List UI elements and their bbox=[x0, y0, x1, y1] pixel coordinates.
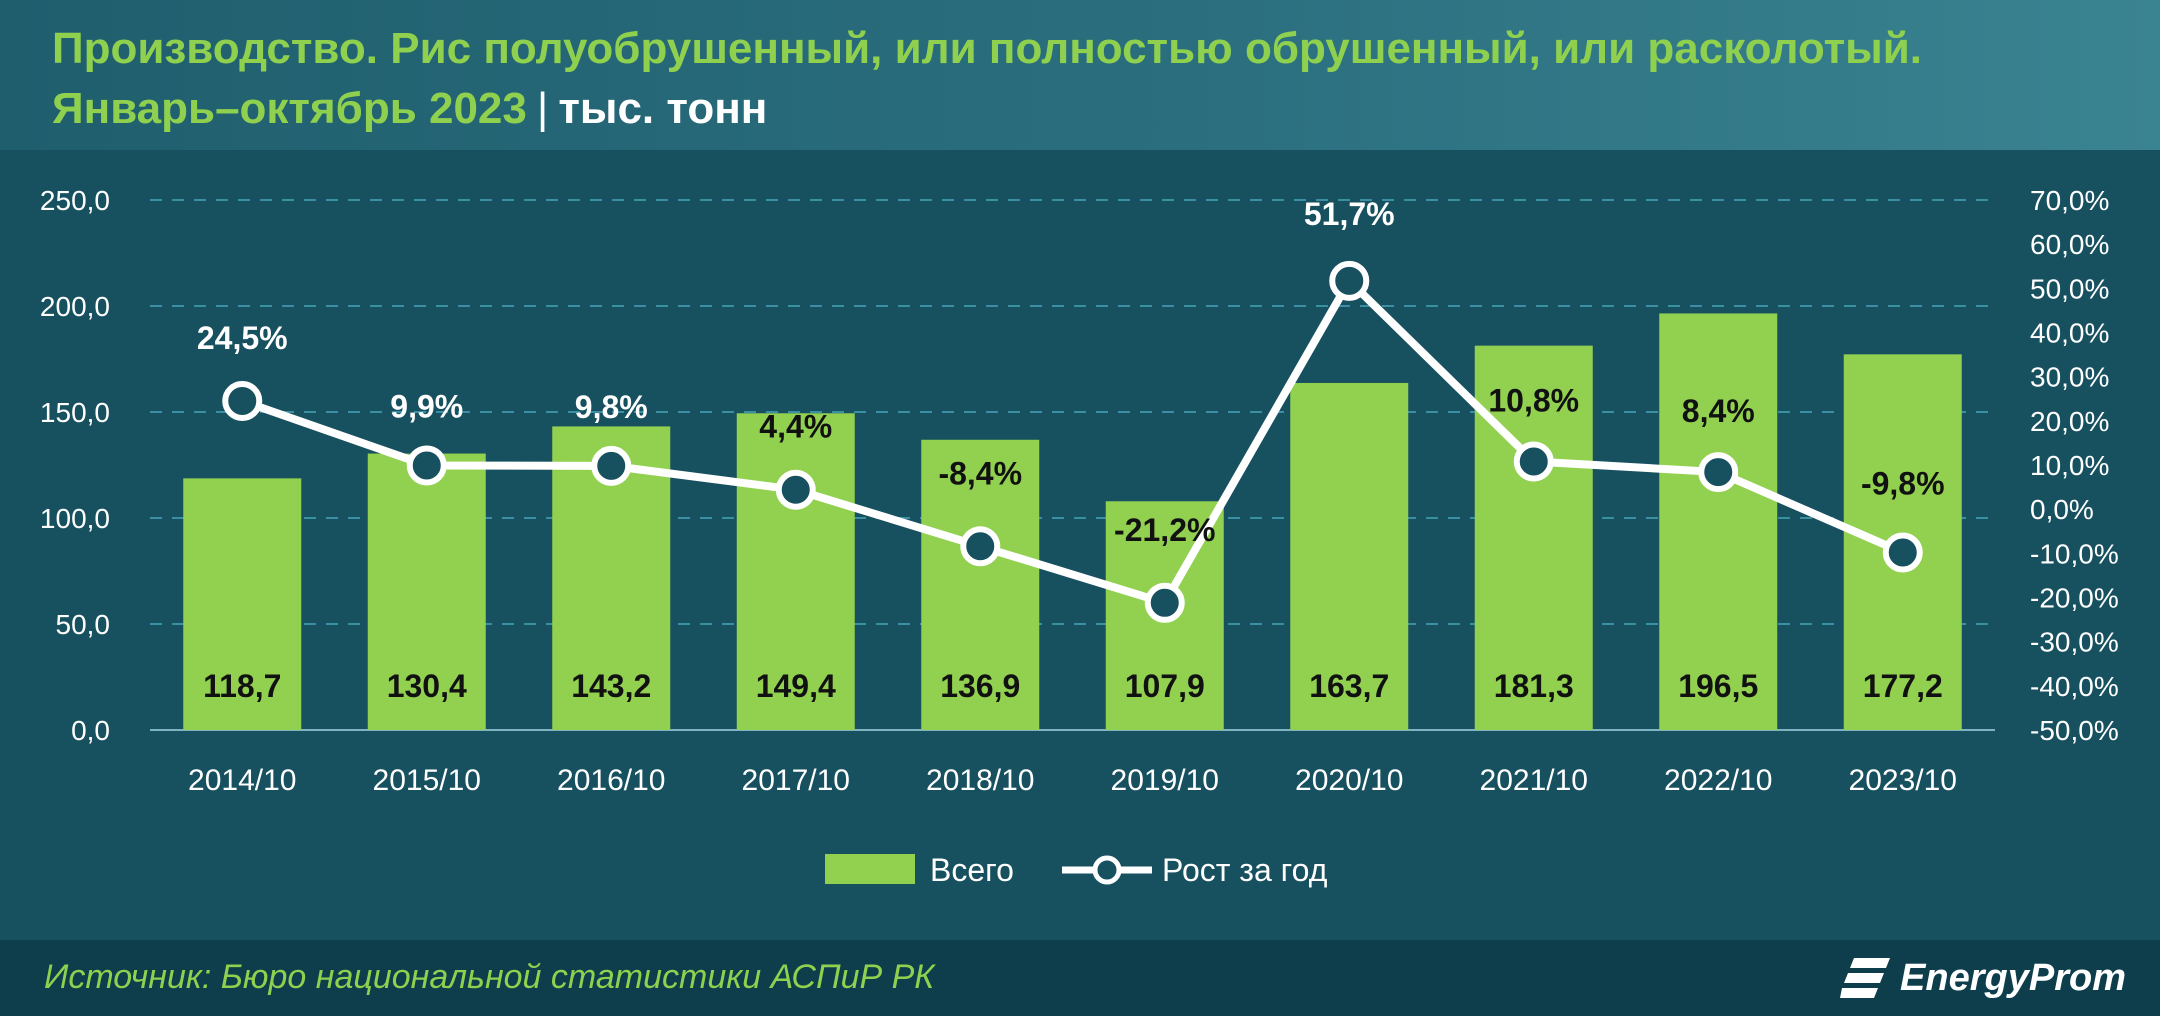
growth-line bbox=[240, 276, 1905, 607]
y-right-tick-label: 40,0% bbox=[2030, 318, 2109, 349]
growth-point bbox=[591, 445, 632, 486]
growth-value-label: 9,8% bbox=[575, 389, 648, 425]
bar-value-label: 130,4 bbox=[387, 668, 467, 704]
bar-value-label: 177,2 bbox=[1863, 668, 1943, 704]
chart-period: Январь–октябрь 2023 bbox=[52, 84, 527, 133]
y-right-tick-label: -20,0% bbox=[2030, 583, 2119, 614]
x-tick-label: 2018/10 bbox=[926, 764, 1034, 797]
logo-text: EnergyProm bbox=[1900, 956, 2126, 999]
growth-value-label: 4,4% bbox=[759, 409, 832, 445]
energyprom-logo: EnergyProm bbox=[1840, 950, 2126, 1006]
chart-area: 0,0 50,0 100,0 150,0 200,0 250,0 -50,0% -40,0% -… bbox=[0, 150, 2160, 940]
x-tick-label: 2017/10 bbox=[742, 764, 850, 797]
growth-value-label: 8,4% bbox=[1682, 393, 1755, 429]
growth-value-label: 9,9% bbox=[390, 388, 463, 424]
bar-value-label: 163,7 bbox=[1309, 668, 1389, 704]
bar bbox=[736, 413, 855, 730]
title-separator: | bbox=[536, 84, 549, 133]
growth-point bbox=[222, 380, 263, 421]
growth-point bbox=[1882, 532, 1923, 573]
bar bbox=[367, 453, 486, 730]
growth-point bbox=[1144, 582, 1185, 623]
chart-unit: тыс. тонн bbox=[558, 84, 768, 133]
y-right-tick-label: 60,0% bbox=[2030, 229, 2109, 260]
growth-value-label: 24,5% bbox=[197, 320, 288, 356]
y-left-tick-label: 100,0 bbox=[40, 503, 110, 534]
growth-point bbox=[960, 526, 1001, 567]
bar-value-label: 136,9 bbox=[940, 668, 1020, 704]
y-right-tick-label: 0,0% bbox=[2030, 494, 2094, 525]
y-left-tick-label: 250,0 bbox=[40, 185, 110, 216]
bar bbox=[921, 439, 1040, 730]
chart-header: Производство. Рис полуобрушенный, или по… bbox=[0, 0, 2160, 150]
source-note: Источник: Бюро национальной статистики А… bbox=[44, 958, 935, 996]
chart-subtitle: Январь–октябрь 2023 | тыс. тонн bbox=[52, 84, 767, 134]
growth-value-label: -8,4% bbox=[938, 455, 1022, 491]
bar bbox=[183, 478, 302, 730]
y-right-tick-label: -40,0% bbox=[2030, 671, 2119, 702]
y-right-tick-label: 70,0% bbox=[2030, 185, 2109, 216]
x-tick-label: 2015/10 bbox=[373, 764, 481, 797]
y-right-tick-label: -30,0% bbox=[2030, 627, 2119, 658]
y-left-tick-label: 200,0 bbox=[40, 291, 110, 322]
x-tick-label: 2022/10 bbox=[1664, 764, 1772, 797]
growth-point bbox=[406, 445, 447, 486]
y-left-tick-label: 150,0 bbox=[40, 397, 110, 428]
legend-bar-label: Всего bbox=[930, 852, 1014, 888]
bar bbox=[1474, 345, 1593, 730]
bar-value-label: 143,2 bbox=[571, 668, 651, 704]
y-left-tick-label: 50,0 bbox=[56, 609, 111, 640]
bar-value-label: 107,9 bbox=[1125, 668, 1205, 704]
x-tick-label: 2021/10 bbox=[1480, 764, 1588, 797]
bar bbox=[1659, 313, 1778, 730]
bar-value-label: 196,5 bbox=[1678, 668, 1758, 704]
growth-point bbox=[1329, 260, 1370, 301]
y-left-tick-label: 0,0 bbox=[71, 715, 110, 746]
growth-point bbox=[775, 469, 816, 510]
y-right-tick-label: -10,0% bbox=[2030, 538, 2119, 569]
growth-value-label: -9,8% bbox=[1861, 465, 1945, 501]
growth-value-label: 51,7% bbox=[1304, 196, 1395, 232]
x-tick-label: 2014/10 bbox=[188, 764, 296, 797]
legend-bar-swatch bbox=[825, 854, 915, 884]
bar-value-label: 181,3 bbox=[1494, 668, 1574, 704]
energyprom-logo-icon bbox=[1840, 958, 1891, 998]
y-right-tick-label: 10,0% bbox=[2030, 450, 2109, 481]
chart-footer: Источник: Бюро национальной статистики А… bbox=[0, 940, 2160, 1016]
growth-point bbox=[1698, 452, 1739, 493]
growth-value-label: 10,8% bbox=[1488, 382, 1579, 418]
bar-value-label: 118,7 bbox=[203, 668, 281, 704]
y-right-tick-label: -50,0% bbox=[2030, 715, 2119, 746]
x-tick-label: 2023/10 bbox=[1849, 764, 1957, 797]
combo-chart: 0,0 50,0 100,0 150,0 200,0 250,0 -50,0% -40,0% -… bbox=[40, 185, 2119, 888]
x-tick-label: 2016/10 bbox=[557, 764, 665, 797]
x-tick-label: 2019/10 bbox=[1111, 764, 1219, 797]
x-tick-label: 2020/10 bbox=[1295, 764, 1403, 797]
y-right-tick-label: 20,0% bbox=[2030, 406, 2109, 437]
bar-value-label: 149,4 bbox=[756, 668, 836, 704]
bar bbox=[1290, 382, 1409, 730]
y-right-tick-label: 30,0% bbox=[2030, 362, 2109, 393]
growth-value-label: -21,2% bbox=[1114, 512, 1215, 548]
y-right-tick-label: 50,0% bbox=[2030, 273, 2109, 304]
legend-line-marker bbox=[1092, 855, 1122, 885]
growth-point bbox=[1513, 441, 1554, 482]
chart-title: Производство. Рис полуобрушенный, или по… bbox=[52, 24, 1922, 73]
legend-line-label: Рост за год bbox=[1162, 852, 1328, 888]
